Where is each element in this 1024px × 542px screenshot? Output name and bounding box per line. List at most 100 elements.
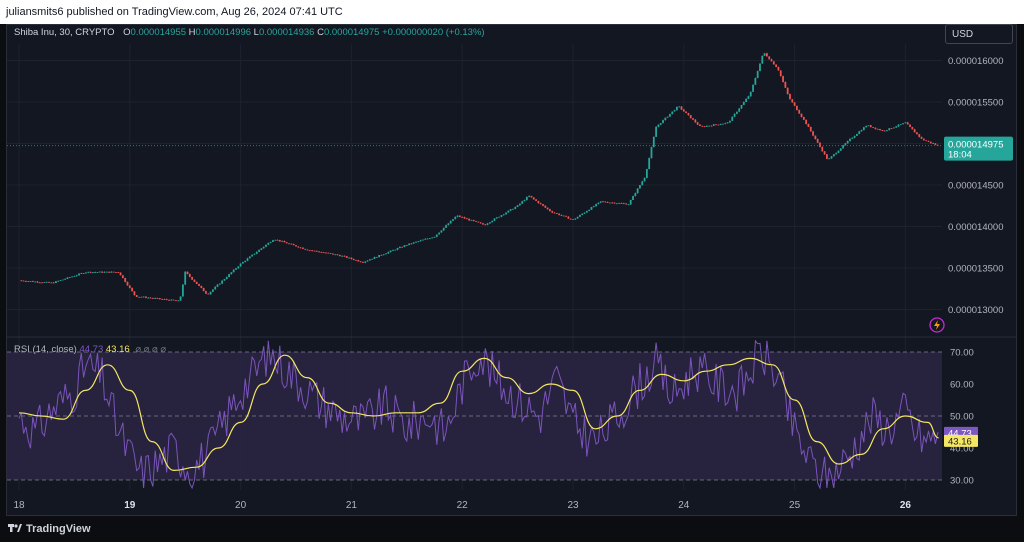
candle — [440, 230, 443, 233]
candle-body — [844, 143, 847, 146]
candle-body — [615, 203, 618, 205]
candle — [844, 142, 847, 146]
candle-body — [244, 260, 247, 262]
candle-body — [357, 260, 360, 262]
price-tick-label: 0.000013500 — [948, 264, 1003, 275]
candle — [530, 195, 533, 198]
candle — [685, 111, 688, 114]
candle-body — [465, 218, 468, 220]
candle-body — [352, 258, 355, 260]
candle-body — [188, 274, 191, 277]
candle-body — [442, 227, 445, 231]
candle — [477, 221, 480, 223]
candle — [590, 206, 593, 210]
candle-body — [371, 258, 374, 260]
candle — [682, 108, 685, 112]
candle-body — [858, 131, 861, 134]
currency-button[interactable]: USD — [945, 24, 1013, 44]
candle — [422, 239, 424, 241]
symbol-name[interactable]: Shiba Inu, 30, CRYPTO — [14, 27, 115, 38]
candle — [872, 127, 874, 128]
candle — [826, 153, 828, 160]
candle — [449, 220, 452, 224]
candle-body — [25, 281, 27, 282]
candle-body — [694, 119, 697, 123]
candle-body — [281, 241, 284, 242]
candle-body — [138, 296, 140, 298]
candle-body — [929, 141, 932, 144]
rsi-ma-value: 43.16 — [105, 344, 130, 355]
candle — [749, 91, 752, 97]
candle-body — [491, 220, 494, 223]
candle — [500, 214, 503, 218]
candle — [729, 120, 731, 123]
candle — [491, 220, 494, 223]
candle — [426, 238, 429, 240]
candle-body — [89, 271, 92, 273]
candle-body — [315, 250, 318, 252]
candle-body — [535, 199, 537, 201]
candle — [789, 93, 791, 100]
candle — [225, 276, 228, 280]
candle-body — [738, 108, 741, 112]
candle-body — [200, 285, 203, 288]
candle-body — [909, 124, 911, 127]
candle-body — [655, 126, 657, 137]
candle — [505, 212, 507, 215]
candle-body — [433, 236, 436, 238]
candle — [918, 134, 921, 138]
candle-body — [408, 243, 411, 246]
candle-body — [897, 124, 900, 127]
candle-body — [272, 240, 274, 242]
candle-body — [516, 205, 519, 207]
candle-body — [789, 94, 791, 100]
candle-body — [916, 132, 918, 135]
candle — [75, 274, 78, 277]
candle — [87, 271, 90, 274]
candle — [66, 277, 69, 280]
candle-body — [470, 219, 473, 221]
candle-body — [802, 117, 805, 120]
footer: TradingView — [0, 516, 1024, 542]
candle-body — [754, 78, 757, 85]
candle-body — [493, 218, 496, 221]
candle — [352, 258, 355, 261]
candle — [694, 119, 697, 123]
bar-countdown: 18:04 — [948, 150, 972, 161]
candle-body — [179, 296, 182, 301]
candle-body — [625, 203, 627, 205]
candle-body — [581, 213, 584, 215]
candle-body — [477, 221, 480, 223]
candle-body — [816, 139, 819, 143]
candle-body — [673, 110, 676, 112]
candle — [853, 135, 856, 139]
rsi-axis: 70.00 60.00 50.00 40.00 30.00 — [950, 348, 974, 487]
candle-body — [500, 215, 503, 217]
candle-body — [583, 212, 586, 214]
candle-body — [782, 76, 784, 83]
rsi-label[interactable]: RSI (14, close) — [14, 344, 77, 355]
lightning-icon[interactable] — [929, 317, 945, 333]
candle — [606, 201, 609, 204]
candle-body — [112, 271, 115, 273]
candle — [528, 195, 531, 198]
candle-body — [507, 210, 510, 213]
candle-body — [703, 126, 706, 128]
candle — [733, 113, 736, 118]
candle — [59, 279, 62, 282]
candle — [699, 124, 701, 127]
tradingview-brand[interactable]: TradingView — [8, 523, 91, 535]
candle — [719, 123, 722, 125]
publish-header: juliansmits6 published on TradingView.co… — [0, 0, 1024, 24]
candle-body — [338, 255, 341, 257]
candle — [816, 138, 819, 144]
candle-body — [68, 277, 71, 279]
candle — [80, 272, 83, 275]
candle — [417, 241, 420, 243]
candle-body — [484, 224, 487, 226]
candle-body — [98, 271, 101, 273]
candle-body — [350, 257, 353, 259]
candle-body — [565, 215, 567, 217]
candle — [382, 254, 385, 256]
